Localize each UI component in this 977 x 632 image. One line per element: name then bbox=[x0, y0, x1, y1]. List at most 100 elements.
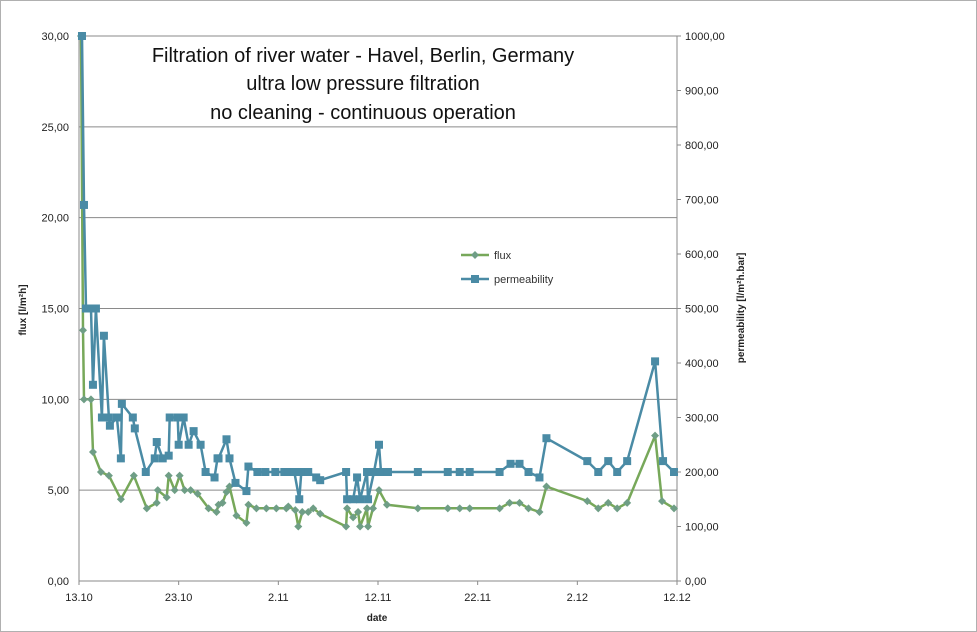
data-point-permeability bbox=[105, 421, 114, 430]
data-point-flux bbox=[524, 504, 533, 513]
y-right-tick-label: 300,00 bbox=[685, 413, 719, 425]
data-point-flux bbox=[495, 504, 504, 513]
x-tick-label: 13.10 bbox=[65, 592, 93, 604]
data-point-permeability bbox=[304, 468, 313, 476]
chart-title-line-2: ultra low pressure filtration bbox=[246, 73, 479, 95]
y-left-tick-label: 15,00 bbox=[41, 304, 69, 316]
data-point-permeability bbox=[353, 473, 362, 482]
data-point-permeability bbox=[383, 468, 392, 476]
data-point-permeability bbox=[583, 457, 592, 466]
y-left-tick-label: 5,00 bbox=[48, 485, 69, 497]
data-point-flux bbox=[78, 326, 87, 335]
x-tick-label: 12.12 bbox=[663, 592, 691, 604]
data-point-flux bbox=[186, 486, 195, 495]
data-point-permeability bbox=[117, 399, 126, 408]
data-point-permeability bbox=[88, 380, 97, 389]
data-point-permeability bbox=[465, 468, 474, 476]
data-point-flux bbox=[262, 504, 271, 513]
data-point-flux bbox=[284, 502, 293, 511]
data-point-permeability bbox=[284, 468, 293, 476]
data-point-flux bbox=[129, 471, 138, 480]
data-point-flux bbox=[342, 522, 351, 531]
data-point-permeability bbox=[253, 468, 262, 476]
legend-swatch-flux-marker bbox=[471, 251, 479, 259]
data-point-flux bbox=[515, 498, 524, 507]
data-point-permeability bbox=[210, 473, 219, 482]
data-point-permeability bbox=[297, 468, 306, 476]
x-tick-label: 23.10 bbox=[165, 592, 193, 604]
data-point-flux bbox=[583, 497, 592, 506]
data-point-permeability bbox=[542, 434, 551, 443]
data-point-permeability bbox=[443, 468, 452, 476]
data-point-flux bbox=[242, 518, 251, 527]
data-point-permeability bbox=[290, 468, 299, 476]
data-point-permeability bbox=[651, 357, 660, 366]
data-point-permeability bbox=[242, 487, 251, 496]
chart-title-line-3: no cleaning - continuous operation bbox=[210, 102, 516, 124]
data-point-permeability bbox=[165, 413, 174, 422]
data-point-permeability bbox=[174, 440, 183, 449]
data-point-permeability bbox=[79, 200, 88, 209]
data-point-flux bbox=[542, 482, 551, 491]
legend-item-flux: flux bbox=[461, 250, 512, 262]
data-point-flux bbox=[175, 471, 184, 480]
y-right-tick-label: 500,00 bbox=[685, 304, 719, 316]
data-point-permeability bbox=[112, 413, 121, 422]
y-axis-right-label: permeability [l/m²h.bar] bbox=[736, 253, 747, 364]
data-point-permeability bbox=[81, 304, 90, 313]
data-point-permeability bbox=[604, 457, 613, 466]
data-point-flux bbox=[354, 507, 363, 516]
data-point-flux bbox=[170, 486, 179, 495]
data-point-flux bbox=[594, 504, 603, 513]
legend-swatch-permeability-marker bbox=[471, 275, 479, 283]
data-point-permeability bbox=[244, 462, 253, 471]
data-point-permeability bbox=[150, 454, 159, 463]
data-point-permeability bbox=[128, 413, 137, 422]
data-point-permeability bbox=[370, 468, 379, 476]
y-left-tick-label: 0,00 bbox=[48, 576, 69, 588]
data-point-flux bbox=[604, 498, 613, 507]
data-point-flux bbox=[382, 500, 391, 509]
data-point-flux bbox=[79, 395, 88, 404]
data-point-flux bbox=[623, 498, 632, 507]
data-point-flux bbox=[291, 506, 300, 515]
data-point-permeability bbox=[670, 468, 679, 476]
data-point-permeability bbox=[495, 468, 504, 476]
data-point-flux bbox=[298, 507, 307, 516]
data-point-permeability bbox=[164, 451, 173, 460]
data-point-flux bbox=[670, 504, 679, 513]
data-point-permeability bbox=[535, 473, 544, 482]
legend-label-flux: flux bbox=[494, 250, 512, 262]
data-point-permeability bbox=[97, 413, 106, 422]
data-point-flux bbox=[443, 504, 452, 513]
data-point-flux bbox=[349, 513, 358, 522]
data-point-permeability bbox=[515, 459, 524, 468]
data-point-flux bbox=[613, 504, 622, 513]
data-point-permeability bbox=[506, 459, 515, 468]
data-point-permeability bbox=[343, 495, 352, 504]
data-point-flux bbox=[218, 498, 227, 507]
series-line-permeability bbox=[80, 35, 675, 501]
x-tick-label: 22.11 bbox=[464, 592, 491, 604]
legend: flux permeability bbox=[461, 250, 554, 286]
data-point-permeability bbox=[613, 468, 622, 476]
y-left-tick-label: 20,00 bbox=[41, 213, 69, 225]
data-point-flux bbox=[465, 504, 474, 513]
data-point-permeability bbox=[222, 435, 231, 444]
data-point-flux bbox=[193, 489, 202, 498]
data-point-flux bbox=[535, 507, 544, 516]
data-point-flux bbox=[142, 504, 151, 513]
data-point-flux bbox=[505, 498, 514, 507]
data-point-permeability bbox=[295, 495, 304, 504]
data-point-flux bbox=[164, 471, 173, 480]
data-point-flux bbox=[162, 493, 171, 502]
y-right-tick-label: 1000,00 bbox=[685, 31, 725, 43]
y-right-tick-label: 600,00 bbox=[685, 249, 719, 261]
data-point-flux bbox=[304, 507, 313, 516]
data-point-permeability bbox=[594, 468, 603, 476]
data-point-permeability bbox=[271, 468, 280, 476]
data-point-permeability bbox=[316, 476, 325, 485]
data-point-flux bbox=[658, 497, 667, 506]
data-point-flux bbox=[363, 504, 372, 513]
